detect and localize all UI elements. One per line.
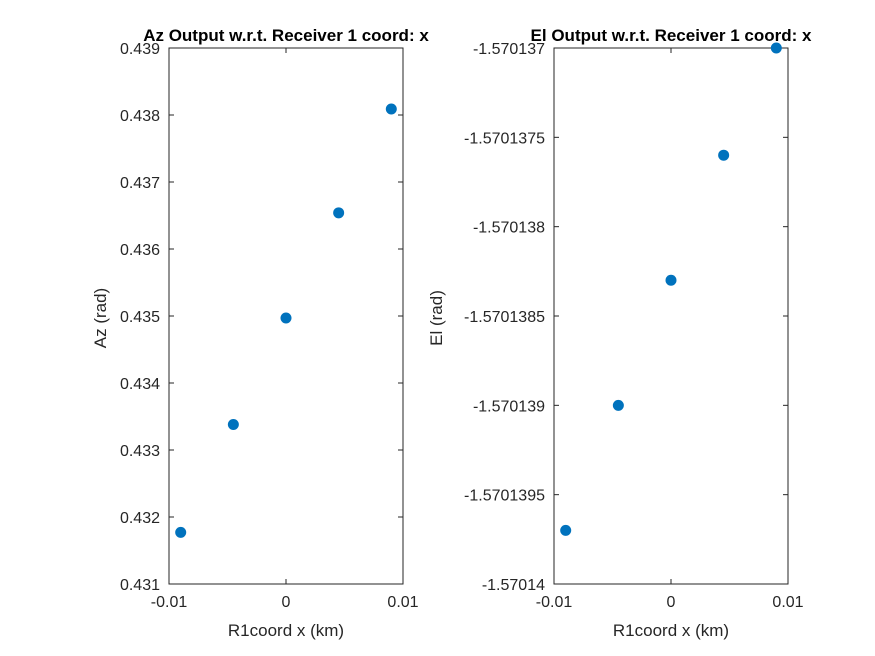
az-plot-ytick-label: 0.439 [120, 41, 160, 58]
el-plot-xtick-label: 0.01 [772, 594, 803, 611]
az-plot-xtick-label: -0.01 [151, 594, 188, 611]
el-plot-xtick-label: -0.01 [536, 594, 573, 611]
el-plot-ytick-label: -1.570138 [473, 220, 545, 237]
az-plot-ytick-label: 0.434 [120, 376, 160, 393]
el-plot-axes: -0.01 0 0.01 -1.57014 -1.5701395 -1.570139 -1.… [464, 41, 804, 611]
az-plot-data-point [227, 419, 239, 431]
el-plot-ytick-label: -1.5701375 [464, 130, 545, 147]
az-plot-xtick-label: 0.01 [387, 594, 418, 611]
az-plot-data-point [280, 312, 292, 324]
el-plot-xlabel: R1coord x (km) [613, 621, 729, 640]
el-plot-ylabel: El (rad) [427, 290, 446, 346]
el-plot-ytick-label: -1.570139 [473, 398, 545, 415]
az-plot-ytick-label: 0.432 [120, 510, 160, 527]
az-plot-ytick-label: 0.438 [120, 108, 160, 125]
el-plot-data-point [612, 399, 624, 411]
el-plot-ytick-label: -1.5701395 [464, 488, 545, 505]
az-plot-data-point [175, 526, 187, 538]
el-plot-ytick-label: -1.5701385 [464, 309, 545, 326]
el-plot-title: El Output w.r.t. Receiver 1 coord: x [531, 26, 812, 45]
az-plot-xtick-label: 0 [282, 594, 291, 611]
az-plot-ytick-label: 0.431 [120, 577, 160, 594]
el-plot-data-point [770, 42, 782, 54]
az-plot-axes: -0.01 0 0.01 0.431 0.432 0.433 0.434 0.435 0.436… [120, 41, 419, 611]
az-plot-points [175, 103, 397, 538]
el-plot-ytick-label: -1.57014 [482, 577, 545, 594]
az-plot-ytick-label: 0.435 [120, 309, 160, 326]
el-plot-data-point [718, 149, 730, 161]
az-plot-data-point [385, 103, 397, 115]
az-plot-ylabel: Az (rad) [91, 288, 110, 348]
az-plot-ytick-label: 0.437 [120, 175, 160, 192]
az-plot-title: Az Output w.r.t. Receiver 1 coord: x [143, 26, 429, 45]
el-plot-ytick-label: -1.570137 [473, 41, 545, 58]
el-plot-data-point [665, 274, 677, 286]
el-plot: El Output w.r.t. Receiver 1 coord: x R1c… [427, 26, 812, 640]
az-plot: Az Output w.r.t. Receiver 1 coord: x R1c… [91, 26, 429, 640]
az-plot-data-point [333, 207, 345, 219]
el-plot-xtick-label: 0 [667, 594, 676, 611]
el-plot-points [560, 42, 782, 536]
az-plot-ytick-label: 0.436 [120, 242, 160, 259]
az-plot-ytick-label: 0.433 [120, 443, 160, 460]
el-plot-data-point [560, 524, 572, 536]
az-plot-xlabel: R1coord x (km) [228, 621, 344, 640]
